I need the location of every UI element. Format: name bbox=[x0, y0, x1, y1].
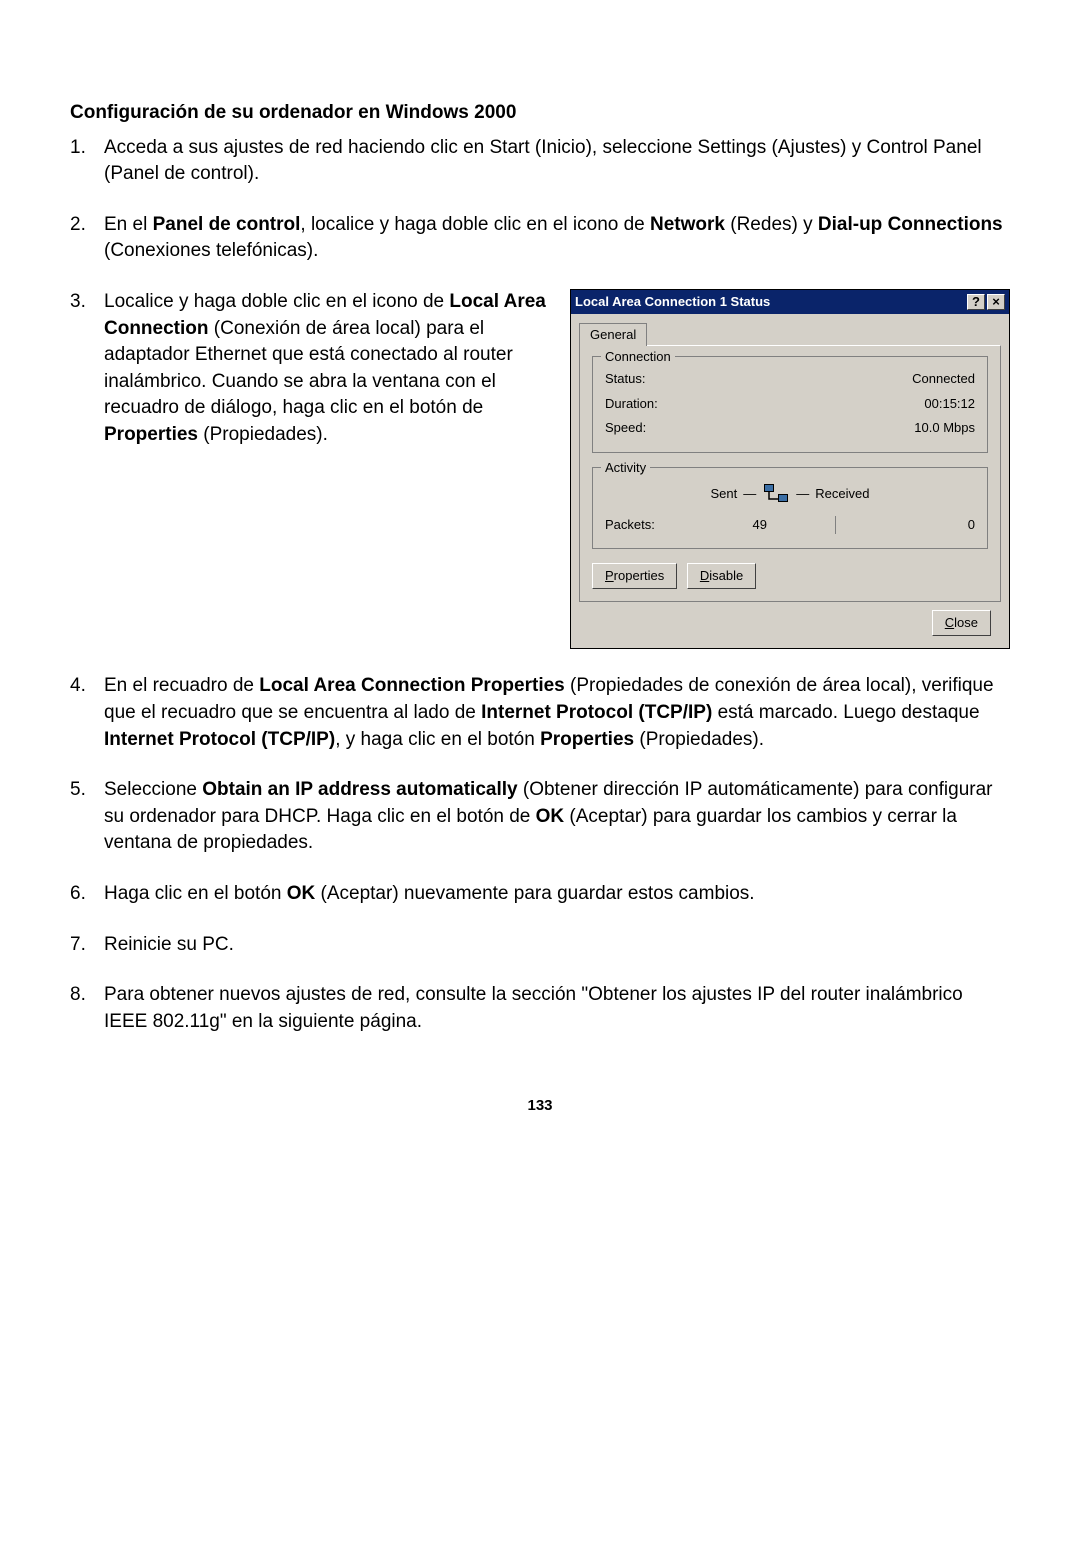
step-8-text: Para obtener nuevos ajustes de red, cons… bbox=[104, 984, 963, 1032]
close-x-button[interactable]: × bbox=[987, 294, 1005, 310]
sent-label: Sent bbox=[711, 485, 738, 503]
connection-groupbox: Connection Status: Connected Duration: 0… bbox=[592, 356, 988, 453]
dialog-footer: Close bbox=[571, 610, 1009, 648]
step-1-text: Acceda a sus ajustes de red haciendo cli… bbox=[104, 137, 982, 185]
tab-strip: General bbox=[571, 314, 1009, 345]
packets-sent-value: 49 bbox=[695, 516, 825, 534]
status-value: Connected bbox=[912, 370, 975, 388]
speed-label: Speed: bbox=[605, 419, 646, 437]
page-heading: Configuración de su ordenador en Windows… bbox=[70, 100, 1010, 127]
step-1: Acceda a sus ajustes de red haciendo cli… bbox=[70, 135, 1010, 188]
properties-button[interactable]: Properties bbox=[592, 563, 677, 589]
status-label: Status: bbox=[605, 370, 645, 388]
duration-label: Duration: bbox=[605, 395, 658, 413]
activity-group-label: Activity bbox=[601, 459, 650, 477]
connection-status-dialog: Local Area Connection 1 Status ? × Gener… bbox=[570, 289, 1010, 650]
tab-general[interactable]: General bbox=[579, 323, 647, 346]
duration-value: 00:15:12 bbox=[924, 395, 975, 413]
step-2: En el Panel de control, localice y haga … bbox=[70, 212, 1010, 265]
steps-list: Acceda a sus ajustes de red haciendo cli… bbox=[70, 135, 1010, 1036]
close-button[interactable]: Close bbox=[932, 610, 991, 636]
packets-received-value: 0 bbox=[846, 516, 976, 534]
step-7: Reinicie su PC. bbox=[70, 932, 1010, 959]
packets-label: Packets: bbox=[605, 516, 695, 534]
step-8: Para obtener nuevos ajustes de red, cons… bbox=[70, 982, 1010, 1035]
tab-panel-general: Connection Status: Connected Duration: 0… bbox=[579, 345, 1001, 602]
connection-group-label: Connection bbox=[601, 348, 675, 366]
step-5: Seleccione Obtain an IP address automati… bbox=[70, 777, 1010, 857]
disable-button[interactable]: Disable bbox=[687, 563, 756, 589]
dialog-button-row: Properties Disable bbox=[592, 563, 988, 589]
network-activity-icon bbox=[762, 482, 790, 506]
page-number: 133 bbox=[70, 1095, 1010, 1116]
step-3: Localice y haga doble clic en el icono d… bbox=[70, 289, 1010, 650]
step-6: Haga clic en el botón OK (Aceptar) nueva… bbox=[70, 881, 1010, 908]
packets-separator bbox=[835, 516, 836, 534]
dialog-title: Local Area Connection 1 Status bbox=[575, 293, 965, 311]
speed-value: 10.0 Mbps bbox=[914, 419, 975, 437]
help-button[interactable]: ? bbox=[967, 294, 985, 310]
dialog-title-bar: Local Area Connection 1 Status ? × bbox=[571, 290, 1009, 314]
activity-groupbox: Activity Sent — bbox=[592, 467, 988, 549]
step-4: En el recuadro de Local Area Connection … bbox=[70, 673, 1010, 753]
received-label: Received bbox=[815, 485, 869, 503]
step-7-text: Reinicie su PC. bbox=[104, 934, 234, 955]
